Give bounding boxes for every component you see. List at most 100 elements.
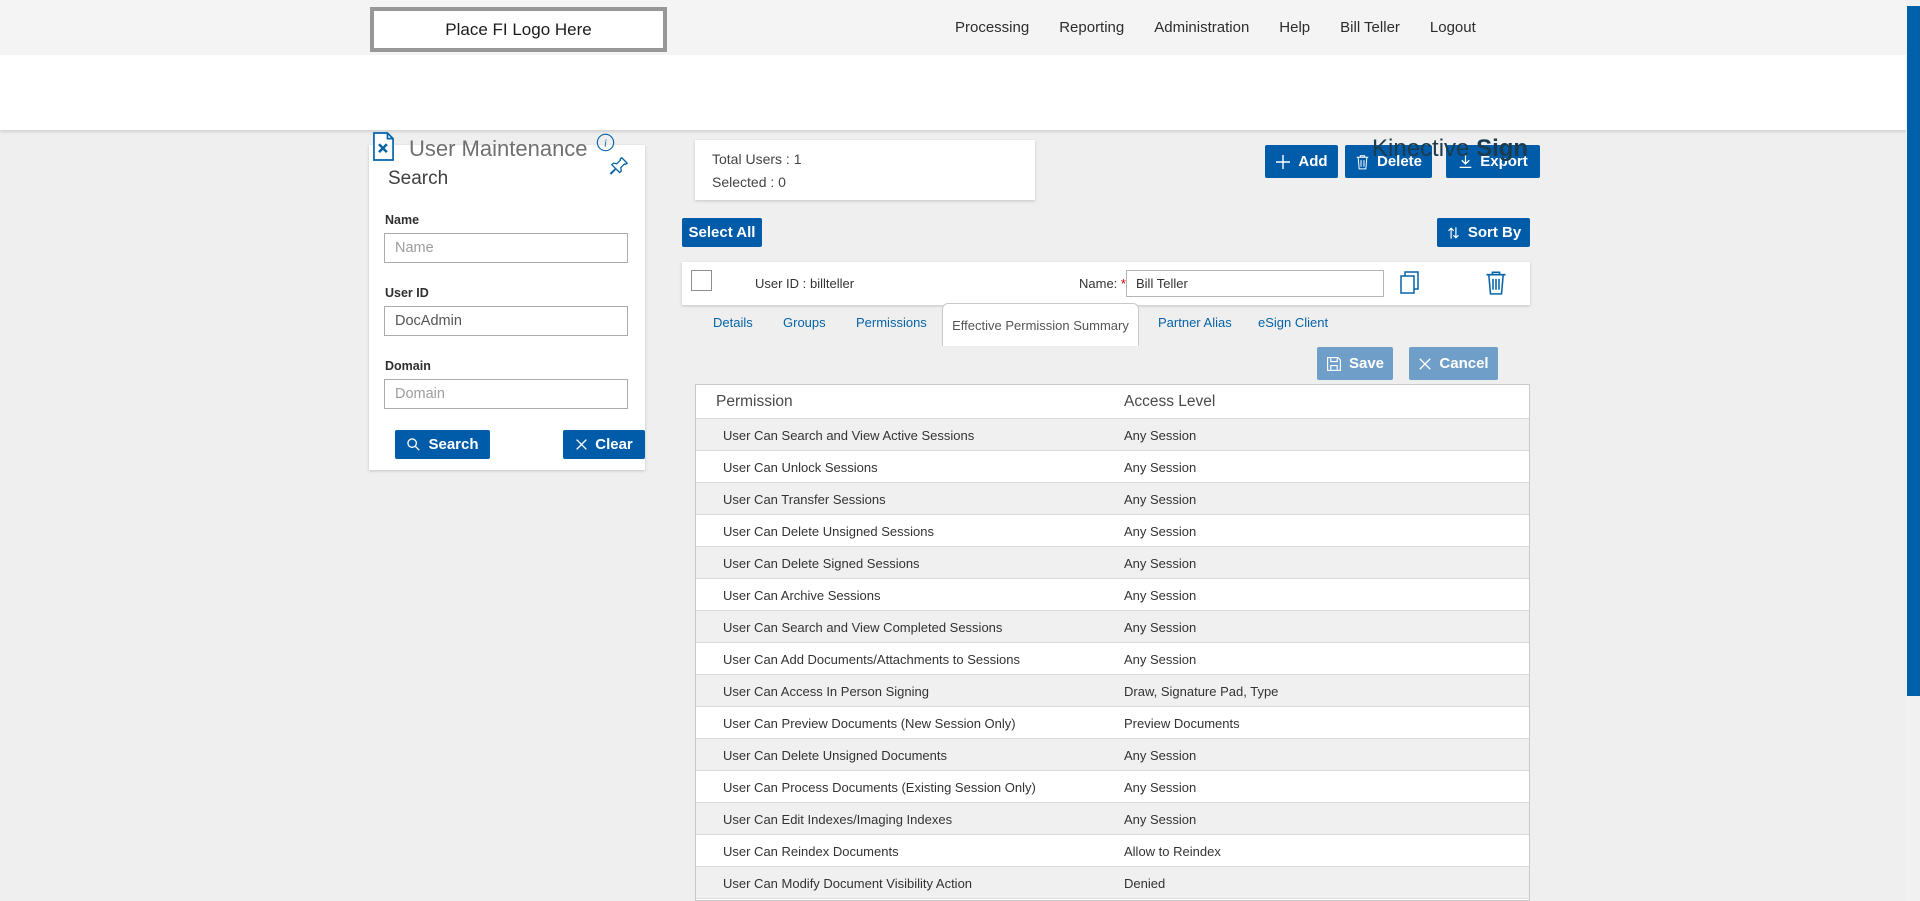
pin-icon[interactable]: [608, 155, 630, 177]
search-icon: [406, 437, 421, 452]
access-level-cell: Any Session: [1124, 492, 1197, 507]
search-button[interactable]: Search: [395, 430, 490, 459]
access-level-cell: Any Session: [1124, 588, 1197, 603]
clear-button-label: Clear: [595, 436, 633, 453]
tab-details[interactable]: Details: [713, 315, 753, 330]
access-level-cell: Any Session: [1124, 556, 1197, 571]
table-row: User Can Search and View Completed Sessi…: [696, 611, 1529, 643]
access-level-cell: Any Session: [1124, 652, 1197, 667]
nav-processing[interactable]: Processing: [955, 19, 1030, 36]
top-bar: Place FI Logo Here Processing Reporting …: [0, 0, 1920, 55]
download-icon: [1458, 154, 1473, 169]
table-row: User Can Delete Signed Sessions Any Sessi…: [696, 547, 1529, 579]
page-scrollbar[interactable]: [1906, 0, 1920, 901]
table-row: User Can Process Documents (Existing Ses…: [696, 771, 1529, 803]
access-level-cell: Any Session: [1124, 620, 1197, 635]
nav-administration[interactable]: Administration: [1154, 19, 1250, 36]
access-level-cell: Any Session: [1124, 524, 1197, 539]
search-button-label: Search: [428, 436, 479, 453]
permissions-table-header: Permission Access Level: [696, 385, 1529, 419]
permission-cell: User Can Modify Document Visibility Acti…: [723, 876, 973, 891]
user-id-field-label: User ID: [385, 286, 429, 300]
tab-permissions[interactable]: Permissions: [856, 315, 927, 330]
access-level-cell: Draw, Signature Pad, Type: [1124, 684, 1279, 699]
access-level-cell: Any Session: [1124, 780, 1197, 795]
domain-field-label: Domain: [385, 359, 431, 373]
user-maintenance-icon: [370, 131, 397, 162]
clear-button[interactable]: Clear: [563, 430, 645, 459]
table-row: User Can Transfer Sessions Any Session: [696, 483, 1529, 515]
table-row: User Can Modify Document Visibility Acti…: [696, 867, 1529, 899]
cancel-button[interactable]: Cancel: [1409, 347, 1498, 380]
add-button[interactable]: Add: [1265, 145, 1338, 178]
page-title: User Maintenance: [409, 136, 588, 161]
user-name-input[interactable]: [1126, 270, 1384, 297]
page-header: User Maintenance i Kinective Sign: [0, 55, 1920, 162]
permission-cell: User Can Delete Unsigned Documents: [723, 748, 947, 763]
permission-cell: User Can Access In Person Signing: [723, 684, 929, 699]
brand-regular: Kinective: [1372, 135, 1470, 162]
add-button-label: Add: [1298, 153, 1328, 170]
search-panel-title: Search: [388, 168, 449, 189]
user-id-value: billteller: [810, 276, 855, 291]
permission-cell: User Can Preview Documents (New Session …: [723, 716, 1016, 731]
user-id-search-input[interactable]: [384, 306, 628, 336]
fi-logo-text: Place FI Logo Here: [445, 19, 592, 39]
fi-logo-placeholder: Place FI Logo Here: [370, 7, 667, 52]
nav-help[interactable]: Help: [1279, 19, 1311, 36]
nav-reporting[interactable]: Reporting: [1059, 19, 1125, 36]
user-id-label: User ID :: [755, 276, 807, 291]
x-icon: [575, 438, 588, 451]
sort-by-button-label: Sort By: [1467, 224, 1522, 241]
scrollbar-thumb[interactable]: [1907, 6, 1920, 696]
main-nav: Processing Reporting Administration Help…: [955, 0, 1476, 55]
save-icon: [1326, 356, 1342, 372]
plus-icon: [1275, 154, 1291, 170]
export-button[interactable]: Export: [1446, 145, 1540, 178]
access-level-cell: Any Session: [1124, 748, 1197, 763]
copy-icon: [1397, 269, 1423, 297]
permission-cell: User Can Edit Indexes/Imaging Indexes: [723, 812, 953, 827]
delete-user-button[interactable]: [1484, 269, 1508, 296]
access-level-cell: Preview Documents: [1124, 716, 1240, 731]
sort-by-button[interactable]: Sort By: [1437, 218, 1530, 247]
save-button[interactable]: Save: [1317, 347, 1393, 380]
permission-cell: User Can Add Documents/Attachments to Se…: [723, 652, 1020, 667]
permission-cell: User Can Reindex Documents: [723, 844, 899, 859]
name-search-input[interactable]: [384, 233, 628, 263]
sort-arrows-icon: [1446, 225, 1461, 241]
access-level-cell: Denied: [1124, 876, 1166, 891]
domain-search-input[interactable]: [384, 379, 628, 409]
table-row: User Can Edit Indexes/Imaging Indexes Any…: [696, 803, 1529, 835]
table-row: User Can Delete Unsigned Documents Any Se…: [696, 739, 1529, 771]
tab-esign-client[interactable]: eSign Client: [1258, 315, 1329, 330]
user-row-checkbox[interactable]: [691, 270, 712, 291]
table-row: User Can Access In Person Signing Draw, S…: [696, 675, 1529, 707]
nav-current-user[interactable]: Bill Teller: [1340, 19, 1400, 36]
table-row: User Can Archive Sessions Any Session: [696, 579, 1529, 611]
table-row: User Can Delete Unsigned Sessions Any Ses…: [696, 515, 1529, 547]
brand-bold: Sign: [1476, 135, 1529, 162]
access-level-cell: Any Session: [1124, 460, 1197, 475]
select-all-button[interactable]: Select All: [682, 218, 762, 247]
name-label: Name: *: [1079, 276, 1126, 291]
permissions-table: Permission Access Level User Can Search …: [695, 384, 1530, 901]
total-users-text: Total Users : 1: [712, 151, 802, 167]
tab-effective-permission-summary[interactable]: Effective Permission Summary: [942, 303, 1139, 346]
table-row: User Can Add Documents/Attachments to Se…: [696, 643, 1529, 675]
brand-logo: Kinective Sign: [1372, 135, 1528, 163]
nav-logout[interactable]: Logout: [1429, 19, 1476, 36]
user-row: User ID : billteller Name: *: [682, 262, 1530, 305]
tab-groups[interactable]: Groups: [783, 315, 826, 330]
trash-icon: [1484, 269, 1508, 296]
user-count-summary: Total Users : 1 Selected : 0: [695, 140, 1035, 200]
permission-cell: User Can Search and View Active Sessions: [723, 428, 975, 443]
delete-button[interactable]: Delete: [1345, 145, 1432, 178]
info-icon[interactable]: i: [596, 133, 615, 152]
permission-cell: User Can Delete Signed Sessions: [723, 556, 920, 571]
svg-text:i: i: [604, 138, 607, 149]
table-row: User Can Preview Documents (New Session …: [696, 707, 1529, 739]
copy-user-button[interactable]: [1397, 269, 1423, 297]
tab-partner-alias[interactable]: Partner Alias: [1158, 315, 1232, 330]
